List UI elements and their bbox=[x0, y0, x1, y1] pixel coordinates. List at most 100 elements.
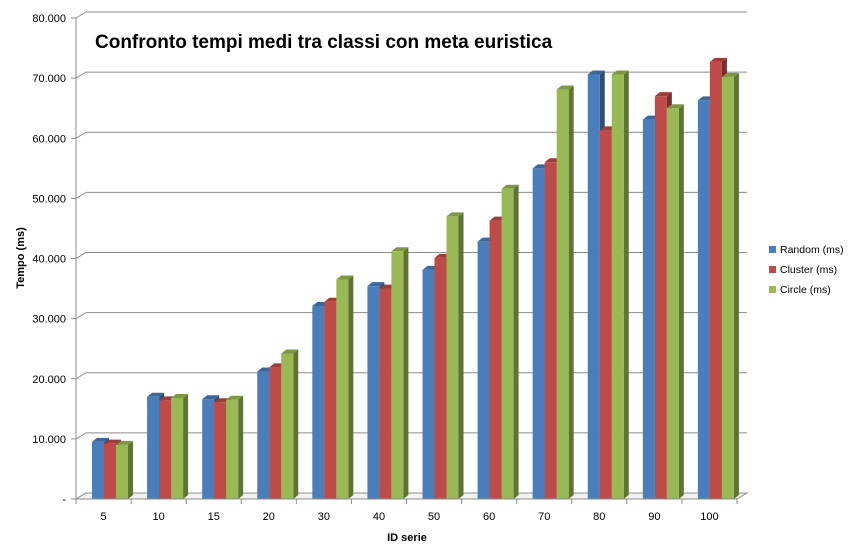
x-axis-title: ID serie bbox=[387, 532, 427, 544]
bar-front bbox=[226, 399, 239, 499]
bar bbox=[226, 395, 244, 499]
bar bbox=[556, 85, 574, 499]
bar-front bbox=[147, 396, 160, 499]
bar-top bbox=[446, 212, 464, 217]
legend-label: Cluster (ms) bbox=[780, 264, 837, 276]
bar bbox=[336, 275, 354, 499]
x-tick-label: 20 bbox=[263, 511, 275, 523]
bar-top bbox=[709, 57, 727, 62]
bar-front bbox=[611, 74, 624, 499]
y-tick-label: 60.000 bbox=[32, 133, 66, 145]
bar-front bbox=[202, 399, 215, 499]
bar-front bbox=[477, 241, 490, 500]
x-tick-label: 5 bbox=[100, 511, 106, 523]
bar-top bbox=[611, 70, 629, 75]
y-tick-label: 40.000 bbox=[32, 254, 66, 266]
x-tick-label: 90 bbox=[648, 511, 660, 523]
bar-top bbox=[391, 247, 409, 252]
bar-top bbox=[654, 92, 672, 97]
chart-title: Confronto tempi medi tra classi con meta… bbox=[95, 32, 553, 53]
gridline-depth bbox=[75, 312, 87, 320]
bar bbox=[446, 212, 464, 499]
bar-top bbox=[281, 349, 299, 354]
bar-front bbox=[171, 397, 184, 499]
y-tick-label: 10.000 bbox=[32, 434, 66, 446]
bar-front bbox=[92, 441, 104, 499]
bar-top bbox=[92, 437, 109, 442]
bar-side bbox=[348, 275, 354, 499]
bar-side bbox=[183, 393, 189, 499]
bar bbox=[721, 72, 739, 500]
bar-front bbox=[532, 168, 545, 499]
bar-front bbox=[269, 367, 282, 499]
x-tick-label: 40 bbox=[373, 511, 385, 523]
gridline-depth bbox=[75, 372, 87, 380]
gridline-depth bbox=[75, 131, 87, 139]
bar bbox=[171, 393, 189, 499]
y-axis-title: Tempo (ms) bbox=[15, 227, 27, 289]
bar-side bbox=[458, 212, 464, 499]
bars bbox=[92, 57, 739, 500]
bar bbox=[281, 349, 299, 499]
bar-side bbox=[293, 349, 299, 499]
bar-top bbox=[501, 184, 519, 189]
x-tick-label: 50 bbox=[428, 511, 440, 523]
bar-front bbox=[666, 108, 679, 499]
bar-front bbox=[544, 162, 557, 500]
bar-front bbox=[489, 220, 502, 499]
bar-front bbox=[654, 96, 667, 499]
bar-top bbox=[367, 282, 385, 287]
y-tick-label: - bbox=[62, 494, 66, 506]
bar-front bbox=[599, 130, 612, 499]
bar-front bbox=[709, 61, 722, 500]
bar-top bbox=[116, 440, 133, 445]
bar-top bbox=[147, 392, 165, 397]
bar-top bbox=[336, 275, 354, 280]
x-tick-label: 15 bbox=[208, 511, 220, 523]
y-tick-label: 70.000 bbox=[32, 73, 66, 85]
legend-label: Random (ms) bbox=[780, 244, 844, 256]
bar-front bbox=[422, 269, 435, 499]
bar-front bbox=[312, 305, 325, 499]
bar bbox=[116, 440, 133, 499]
gridline-depth bbox=[75, 71, 87, 79]
bar-front bbox=[116, 444, 128, 499]
bar-front bbox=[379, 288, 392, 499]
bar-side bbox=[238, 395, 244, 499]
x-tick-label: 70 bbox=[538, 511, 550, 523]
legend-swatch bbox=[769, 246, 776, 253]
bar-front bbox=[159, 400, 172, 499]
bar-top bbox=[226, 395, 244, 400]
bar-top bbox=[202, 395, 220, 400]
bar-top bbox=[556, 85, 574, 90]
gridline-depth bbox=[75, 252, 87, 259]
gridline-depth bbox=[75, 432, 87, 440]
x-tick-label: 10 bbox=[153, 511, 165, 523]
bar bbox=[611, 70, 629, 499]
bar-front bbox=[501, 188, 514, 499]
y-tick-label: 30.000 bbox=[32, 314, 66, 326]
bar-top bbox=[171, 393, 189, 398]
bar-front bbox=[721, 76, 734, 500]
bar-top bbox=[666, 104, 684, 109]
bar-front bbox=[336, 279, 349, 499]
gridlines bbox=[74, 11, 749, 500]
x-tick-label: 60 bbox=[483, 511, 495, 523]
bar-top bbox=[104, 439, 121, 444]
legend-swatch bbox=[769, 286, 776, 293]
bar-front bbox=[281, 353, 294, 499]
bar-front bbox=[214, 402, 227, 499]
legend-swatch bbox=[769, 266, 776, 273]
x-tick-label: 100 bbox=[700, 511, 718, 523]
bar bbox=[501, 184, 519, 499]
bar-top bbox=[721, 72, 739, 77]
bar-front bbox=[257, 371, 270, 499]
bar-front bbox=[367, 286, 380, 499]
legend-label: Circle (ms) bbox=[780, 284, 831, 296]
bar-front bbox=[324, 301, 337, 499]
x-tick-label: 80 bbox=[593, 511, 605, 523]
gridline-depth bbox=[75, 11, 87, 19]
x-tick-label: 30 bbox=[318, 511, 330, 523]
bar-side bbox=[678, 104, 684, 499]
